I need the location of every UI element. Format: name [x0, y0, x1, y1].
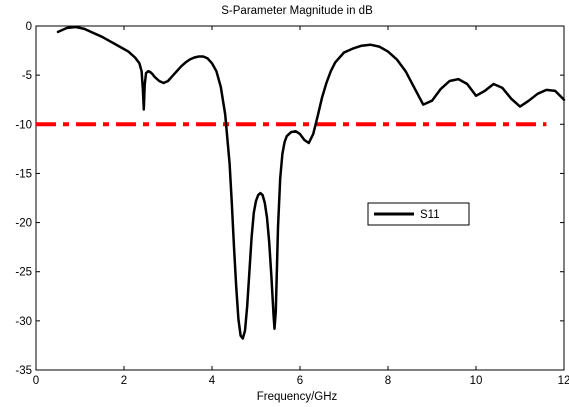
chart-title: S-Parameter Magnitude in dB — [221, 5, 373, 17]
y-tick-label: -5 — [22, 70, 32, 82]
x-tick-label: 8 — [385, 375, 391, 387]
x-tick-label: 10 — [470, 375, 483, 387]
x-tick-label: 4 — [209, 375, 216, 387]
y-tick-label: -15 — [15, 168, 32, 180]
y-tick-label: 0 — [26, 21, 32, 33]
y-tick-label: -35 — [15, 365, 32, 377]
x-tick-label: 12 — [558, 375, 569, 387]
legend-box — [367, 202, 470, 226]
y-tick-label: -25 — [15, 267, 32, 279]
x-tick-label: 0 — [33, 375, 39, 387]
y-tick-label: -30 — [15, 316, 32, 328]
x-tick-label: 2 — [121, 375, 127, 387]
plot-area — [35, 25, 565, 371]
y-tick-label: -20 — [15, 218, 32, 230]
series-line-s11 — [56, 25, 566, 340]
x-axis-label: Frequency/GHz — [257, 391, 338, 403]
x-tick-label: 6 — [297, 375, 303, 387]
legend: S11 — [367, 202, 470, 226]
legend-label-s11: S11 — [420, 209, 440, 221]
series-lines — [56, 25, 566, 340]
y-tick-label: -10 — [15, 119, 32, 131]
